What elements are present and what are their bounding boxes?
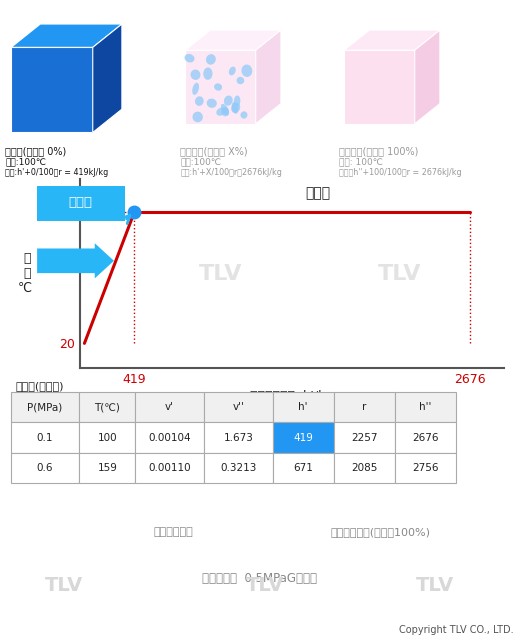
Bar	[135, 452, 204, 483]
Ellipse shape	[234, 95, 241, 107]
Text: 全熱:h'+0/100・r = 419kJ/kg: 全熱:h'+0/100・r = 419kJ/kg	[5, 168, 109, 177]
Ellipse shape	[184, 54, 195, 63]
Bar	[395, 422, 456, 452]
Bar	[272, 452, 334, 483]
Bar	[204, 422, 272, 452]
Text: 蒸気表(絶対圧): 蒸気表(絶対圧)	[16, 381, 64, 391]
Text: 2756: 2756	[412, 463, 438, 473]
Text: 顕熱: 顕熱	[62, 254, 77, 268]
Ellipse shape	[224, 95, 233, 106]
Bar	[272, 422, 334, 452]
Bar	[11, 392, 80, 422]
Bar	[204, 392, 272, 422]
Text: 飽和水: 飽和水	[69, 196, 93, 209]
Text: r: r	[362, 403, 366, 412]
Polygon shape	[11, 47, 93, 132]
Polygon shape	[256, 30, 281, 124]
Text: 2676: 2676	[412, 433, 438, 442]
FancyBboxPatch shape	[32, 184, 130, 222]
Bar	[334, 452, 395, 483]
Bar	[80, 452, 135, 483]
Text: 100: 100	[98, 433, 117, 442]
Text: 全熱：h''+100/100・r = 2676kJ/kg: 全熱：h''+100/100・r = 2676kJ/kg	[339, 168, 462, 177]
Bar	[135, 422, 204, 452]
Bar	[272, 392, 334, 422]
Ellipse shape	[232, 102, 238, 114]
Text: T(℃): T(℃)	[94, 403, 120, 412]
Polygon shape	[415, 30, 440, 124]
Ellipse shape	[216, 108, 226, 116]
Text: v'': v''	[232, 403, 244, 412]
Polygon shape	[344, 30, 440, 50]
Text: 671: 671	[293, 463, 313, 473]
Ellipse shape	[207, 99, 217, 108]
Bar	[395, 452, 456, 483]
Text: TLV: TLV	[246, 576, 284, 595]
Text: TLV: TLV	[45, 576, 83, 595]
Ellipse shape	[221, 104, 229, 116]
Text: 大気圧: 大気圧	[305, 186, 330, 200]
Polygon shape	[37, 243, 114, 278]
Bar	[334, 422, 395, 452]
Text: v': v'	[165, 403, 174, 412]
Text: 1.673: 1.673	[223, 433, 253, 442]
X-axis label: エンタルピー  kJ/kg: エンタルピー kJ/kg	[250, 390, 333, 403]
Ellipse shape	[231, 102, 240, 113]
Text: 0.6: 0.6	[37, 463, 53, 473]
Text: 温度:100℃: 温度:100℃	[5, 157, 46, 166]
Text: 飽和水: 飽和水	[47, 527, 67, 537]
Text: 2257: 2257	[351, 433, 377, 442]
Bar	[80, 422, 135, 452]
Bar	[80, 392, 135, 422]
Ellipse shape	[190, 70, 200, 80]
Polygon shape	[344, 50, 415, 124]
Ellipse shape	[214, 83, 222, 91]
Bar	[11, 452, 80, 483]
Text: 飽和乾き蒸気(乾き度100%): 飽和乾き蒸気(乾き度100%)	[330, 527, 430, 537]
Text: 0.00104: 0.00104	[148, 433, 191, 442]
Text: TLV: TLV	[416, 576, 454, 595]
Text: h'': h''	[419, 403, 431, 412]
Text: 2085: 2085	[351, 463, 377, 473]
Text: 飽和湿り蒸気: 飽和湿り蒸気	[154, 527, 193, 537]
Polygon shape	[186, 30, 281, 50]
Ellipse shape	[192, 83, 199, 95]
Text: Copyright TLV CO., LTD.: Copyright TLV CO., LTD.	[400, 625, 514, 635]
Bar	[135, 392, 204, 422]
Ellipse shape	[206, 54, 216, 65]
Text: 飽和水(乾き度 0%): 飽和水(乾き度 0%)	[5, 146, 67, 156]
Text: 0.3213: 0.3213	[220, 463, 257, 473]
Polygon shape	[93, 24, 122, 132]
Text: 159: 159	[98, 463, 117, 473]
Text: 乾き蒸気(乾き度 100%): 乾き蒸気(乾き度 100%)	[339, 146, 419, 156]
Ellipse shape	[241, 111, 248, 118]
Ellipse shape	[195, 96, 204, 106]
Text: 温度: 100℃: 温度: 100℃	[339, 157, 383, 166]
Ellipse shape	[229, 67, 236, 76]
Bar	[334, 392, 395, 422]
Text: 0.1: 0.1	[37, 433, 53, 442]
Text: TLV: TLV	[199, 264, 243, 284]
Text: ゲージ圧力  0.5MPaGの場合: ゲージ圧力 0.5MPaGの場合	[202, 572, 317, 585]
Text: 湿り蒸気(乾き度 X%): 湿り蒸気(乾き度 X%)	[180, 146, 248, 156]
Bar	[204, 452, 272, 483]
Ellipse shape	[192, 111, 203, 122]
Bar	[11, 422, 80, 452]
Ellipse shape	[242, 65, 252, 77]
Text: 温度:100℃: 温度:100℃	[180, 157, 221, 166]
Bar	[395, 392, 456, 422]
Polygon shape	[186, 50, 256, 124]
Ellipse shape	[204, 67, 213, 80]
Ellipse shape	[236, 77, 244, 84]
Text: TLV: TLV	[377, 264, 421, 284]
Ellipse shape	[222, 107, 229, 116]
Text: P(MPa): P(MPa)	[28, 403, 63, 412]
Text: 0.00110: 0.00110	[148, 463, 191, 473]
Text: 419: 419	[293, 433, 313, 442]
Polygon shape	[11, 24, 122, 47]
Y-axis label: 温
度
℃: 温 度 ℃	[17, 252, 31, 295]
Text: h': h'	[298, 403, 308, 412]
Text: 全熱:h'+X/100・r＜2676kJ/kg: 全熱:h'+X/100・r＜2676kJ/kg	[180, 168, 282, 177]
